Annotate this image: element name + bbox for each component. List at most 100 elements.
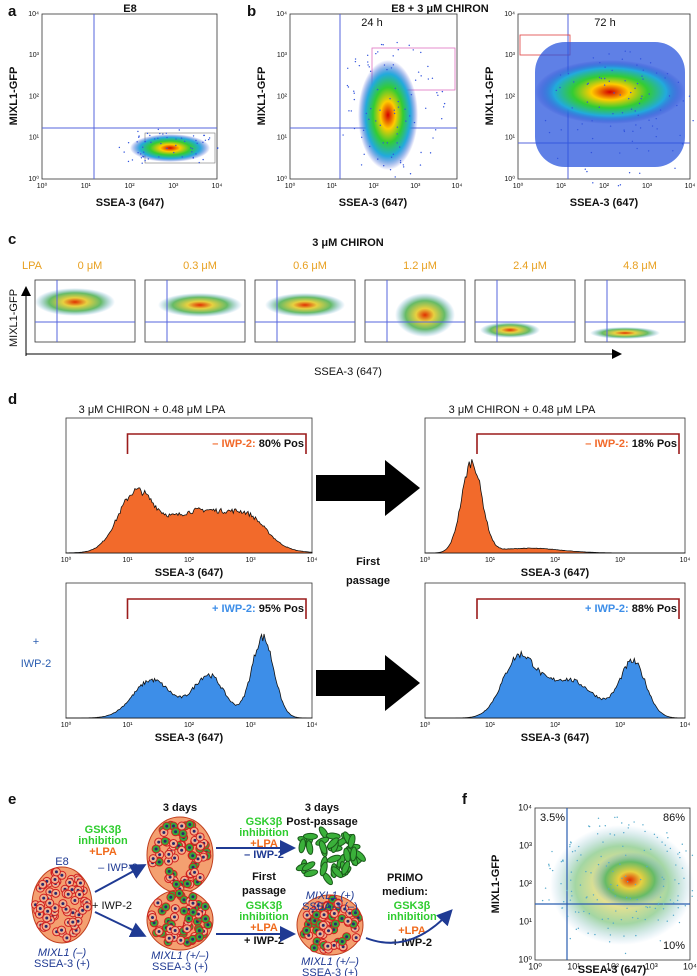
event-dot	[600, 855, 602, 858]
condition: – IWP-2	[244, 849, 284, 861]
y-tick-label: 10²	[277, 93, 288, 100]
event-dot	[626, 881, 629, 883]
event-dot	[138, 135, 140, 137]
event-dot	[150, 141, 152, 144]
event-dot	[432, 137, 434, 139]
x-tick-label: 10²	[124, 183, 135, 190]
x-axis-label: SSEA-3 (647)	[314, 366, 382, 378]
plot-subtitle: 72 h	[594, 17, 615, 29]
nucleus	[206, 923, 210, 927]
x-tick-label: 10³	[410, 183, 421, 190]
nucleus	[345, 935, 349, 939]
event-dot	[586, 170, 588, 173]
event-dot	[561, 907, 564, 909]
condition: GSK3β	[394, 900, 431, 912]
event-dot	[202, 158, 204, 161]
event-dot	[629, 51, 631, 53]
event-dot	[569, 844, 571, 846]
x-tick-label: 10³	[615, 722, 626, 729]
marker-label: MIXL1 (+/–)	[301, 956, 359, 968]
histogram	[65, 633, 313, 719]
nucleus	[180, 824, 184, 828]
condition: inhibition	[239, 911, 289, 923]
gate-bracket	[126, 433, 307, 454]
event-dot	[397, 106, 400, 108]
event-dot	[136, 141, 138, 143]
event-dot	[369, 70, 372, 73]
mesendoderm-cell	[305, 840, 314, 855]
event-dot	[162, 133, 164, 135]
event-dot	[397, 49, 399, 51]
event-dot	[616, 884, 619, 887]
condition: GSK3β	[246, 900, 283, 912]
x-tick-label: 10⁴	[685, 183, 696, 190]
event-dot	[183, 140, 186, 143]
event-dot	[635, 934, 637, 937]
event-dot	[571, 895, 573, 897]
nucleus	[354, 936, 358, 940]
panel-label: a	[8, 3, 17, 20]
histograms: – IWP-2: 80% Pos – IWP-2: 18% Pos+ IWP-2:…	[65, 417, 686, 719]
event-dot	[649, 62, 652, 64]
event-dot	[587, 825, 590, 827]
nucleus	[185, 940, 189, 944]
x-axis-label: SSEA-3 (647)	[521, 732, 590, 744]
event-dot	[383, 64, 386, 66]
event-dot	[590, 872, 592, 874]
event-dot	[166, 147, 168, 150]
event-dot	[362, 129, 365, 132]
nucleus	[198, 875, 202, 879]
event-dot	[367, 64, 369, 66]
event-dot	[576, 128, 579, 131]
gate-label: – IWP-2: 18% Pos	[585, 438, 677, 450]
condition: inhibition	[78, 835, 128, 847]
event-dot	[655, 72, 658, 74]
event-dot	[544, 119, 547, 122]
event-dot	[621, 877, 623, 880]
nucleus	[174, 830, 178, 834]
nucleus	[156, 901, 160, 905]
concentration-label: 2.4 μM	[513, 260, 547, 272]
event-dot	[619, 863, 621, 865]
event-dot	[674, 167, 676, 169]
y-tick-label: 10³	[519, 840, 532, 850]
event-dot	[644, 830, 646, 833]
nucleus	[316, 904, 320, 908]
event-dot	[580, 854, 582, 856]
event-dot	[353, 92, 355, 94]
y-tick-label: 10⁰	[276, 175, 287, 183]
event-dot	[587, 82, 589, 85]
event-dot	[573, 81, 575, 83]
concentration-label: 0 μM	[78, 260, 103, 272]
event-dot	[642, 69, 645, 71]
event-dot	[420, 51, 422, 54]
event-dot	[569, 899, 572, 901]
event-dot	[592, 57, 595, 59]
event-dot	[405, 120, 407, 122]
nucleus	[305, 928, 309, 932]
event-dot	[636, 898, 638, 901]
nucleus	[327, 929, 331, 933]
event-dot	[590, 151, 593, 154]
event-dot	[216, 147, 219, 150]
event-dot	[596, 833, 599, 835]
nucleus	[38, 906, 42, 910]
event-dot	[408, 44, 410, 47]
event-dot	[648, 119, 650, 121]
event-dot	[427, 65, 429, 68]
event-dot	[672, 914, 675, 916]
nucleus	[198, 935, 202, 939]
event-dot	[664, 77, 666, 79]
event-dot	[160, 142, 162, 145]
event-dot	[414, 79, 417, 81]
mesendoderm-cell	[301, 861, 316, 872]
x-tick-label: 10³	[245, 557, 256, 564]
gate-condition: – IWP-2:	[585, 438, 628, 450]
nucleus	[321, 923, 325, 927]
event-dot	[623, 130, 626, 133]
event-dot	[203, 134, 206, 137]
event-dot	[379, 109, 381, 111]
gate-result: 18% Pos	[632, 438, 677, 450]
event-dot	[636, 82, 639, 85]
